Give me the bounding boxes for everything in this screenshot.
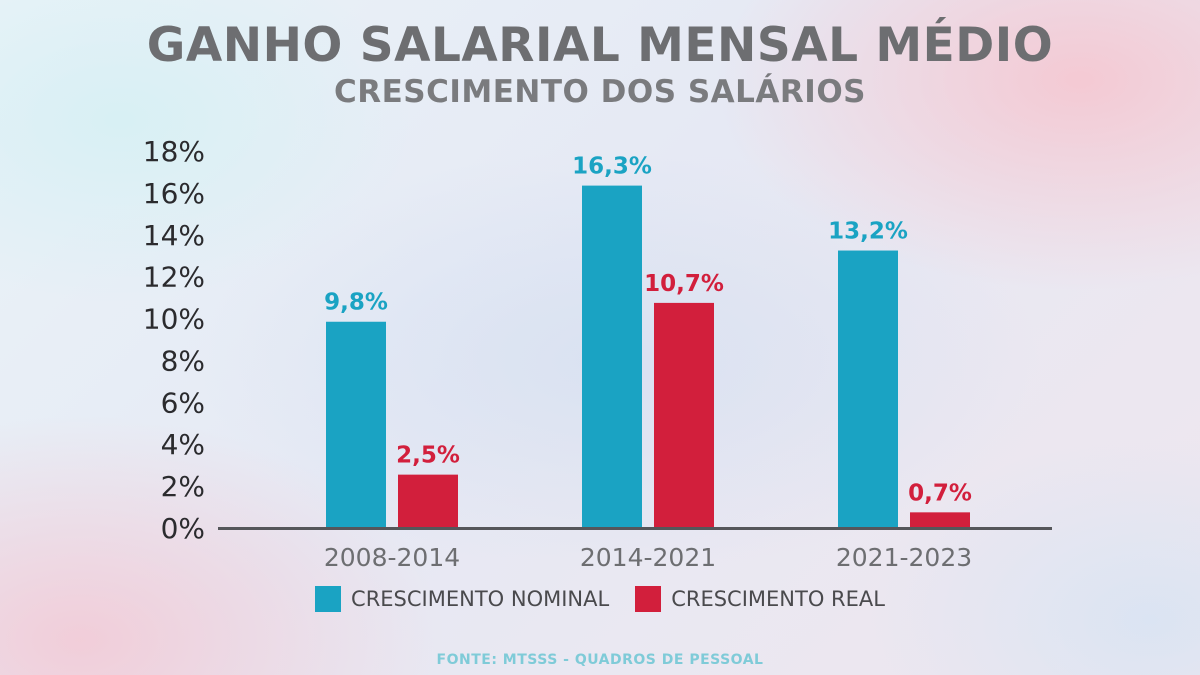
bar-nominal-2008-2014 (326, 321, 386, 527)
y-tick-label: 10% (143, 303, 205, 336)
bar-chart: 0% 2% 4% 6% 8% 10% 12% 14% 16% 18% 9,8% 2,5% 2008-20… (143, 135, 1052, 572)
x-category-label: 2014-2021 (580, 543, 716, 572)
data-label-real: 10,7% (644, 271, 724, 297)
bar-nominal-2014-2021 (582, 185, 642, 527)
chart-title: GANHO SALARIAL MENSAL MÉDIO (146, 18, 1054, 73)
legend: CRESCIMENTO NOMINAL CRESCIMENTO REAL (0, 586, 1200, 612)
legend-label-nominal: CRESCIMENTO NOMINAL (351, 587, 610, 611)
y-tick-label: 16% (143, 177, 205, 210)
x-category-label: 2008-2014 (324, 543, 460, 572)
data-label-real: 2,5% (396, 443, 460, 469)
legend-item-nominal: CRESCIMENTO NOMINAL (315, 586, 609, 612)
chart-subtitle: CRESCIMENTO DOS SALÁRIOS (333, 74, 867, 110)
y-tick-label: 6% (161, 386, 205, 419)
bar-real-2021-2023 (910, 512, 970, 527)
bar-nominal-2021-2023 (838, 250, 898, 528)
data-label-real: 0,7% (908, 480, 972, 506)
bar-real-2014-2021 (654, 302, 714, 527)
bar-real-2008-2014 (398, 474, 458, 527)
legend-swatch-nominal (315, 586, 342, 612)
y-tick-label: 18% (143, 135, 205, 168)
x-category-label: 2021-2023 (836, 543, 972, 572)
y-tick-label: 12% (143, 261, 205, 294)
y-tick-label: 8% (161, 344, 205, 377)
data-label-nominal: 16,3% (572, 154, 652, 180)
y-tick-label: 2% (161, 470, 205, 503)
legend-swatch-real (635, 586, 662, 612)
y-tick-label: 0% (161, 512, 205, 545)
y-tick-label: 14% (143, 219, 205, 252)
legend-label-real: CRESCIMENTO REAL (671, 587, 885, 611)
legend-item-real: CRESCIMENTO REAL (635, 586, 885, 612)
y-tick-label: 4% (161, 428, 205, 461)
data-label-nominal: 13,2% (828, 219, 908, 245)
data-label-nominal: 9,8% (324, 290, 388, 316)
source-note: FONTE: MTSSS - QUADROS DE PESSOAL (436, 652, 764, 668)
